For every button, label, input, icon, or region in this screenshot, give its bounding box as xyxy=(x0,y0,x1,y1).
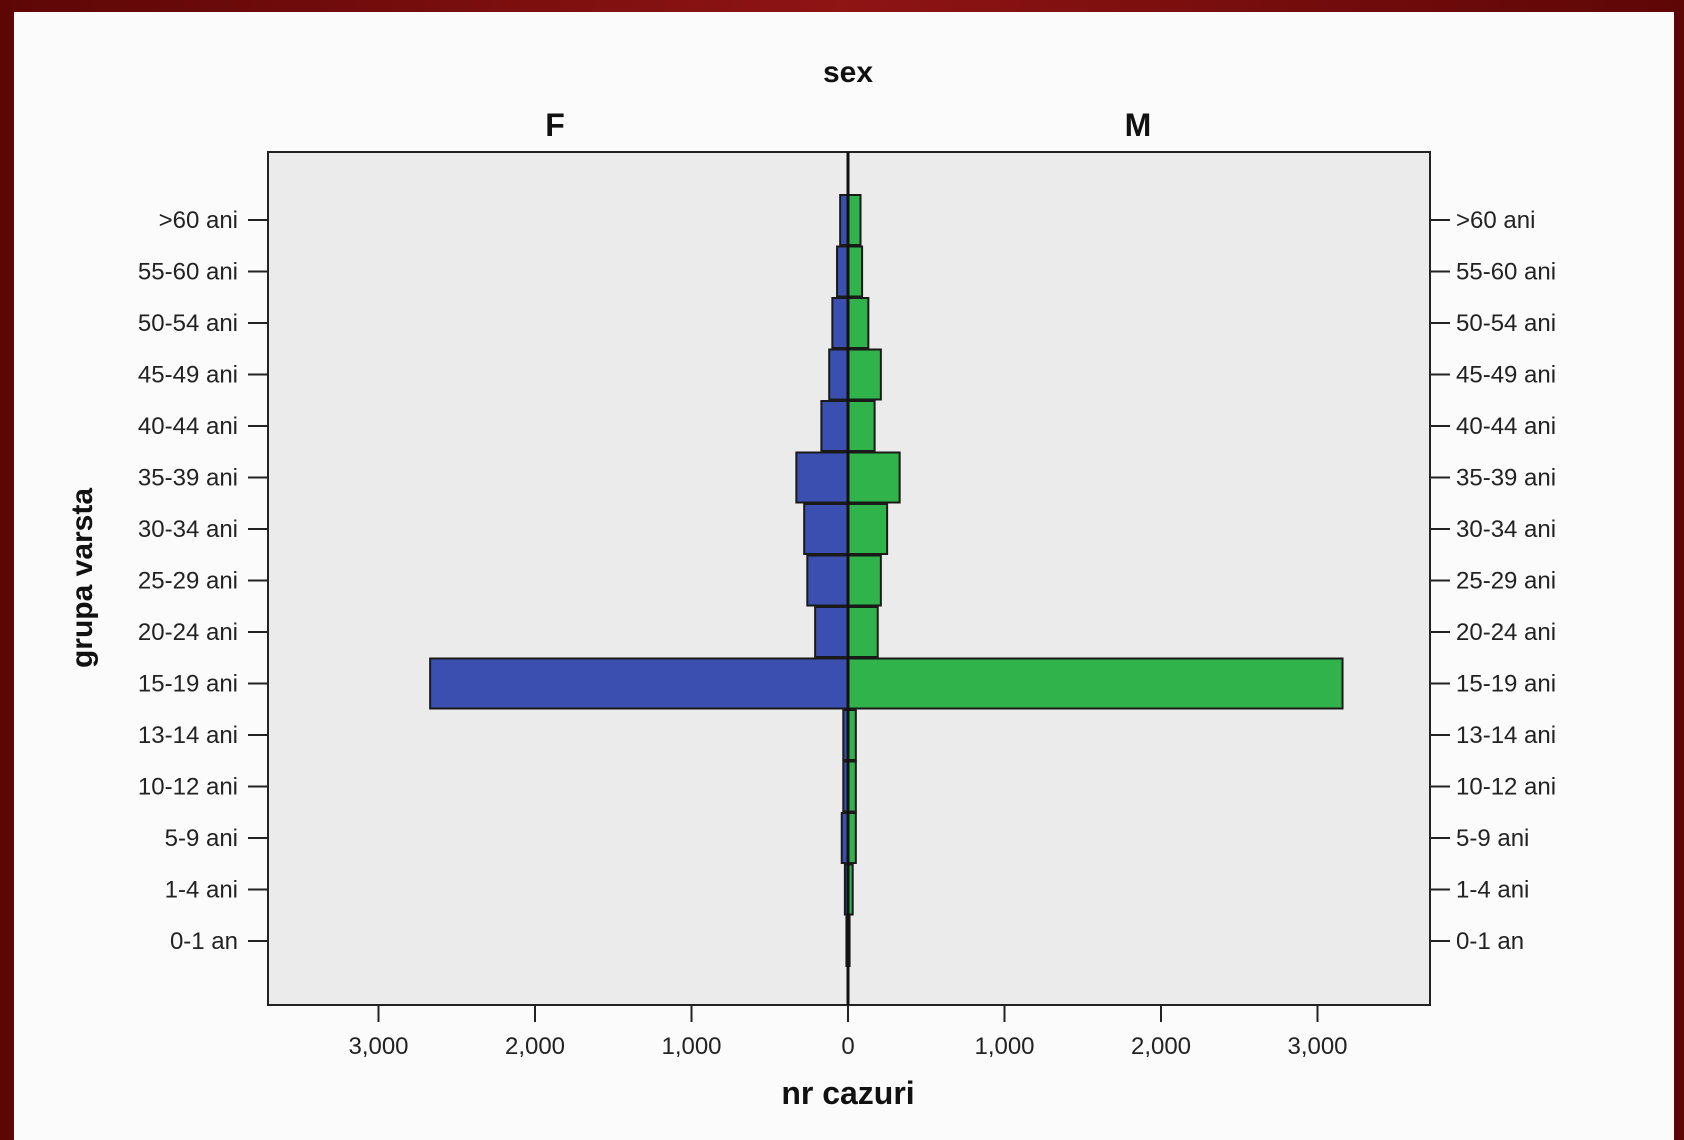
bar-f-50-54-ani xyxy=(831,297,849,349)
bar-m-15-19-ani xyxy=(847,657,1344,710)
bar-f-20-24-ani xyxy=(814,606,850,658)
y-tick-label-right-15-19-ani: 15-19 ani xyxy=(1456,671,1556,698)
y-tick-label-left-30-34-ani: 30-34 ani xyxy=(138,516,238,543)
x-tick-label-3: 0 xyxy=(841,1033,854,1060)
bar-m-30-34-ani xyxy=(847,503,889,555)
panel-label-f: F xyxy=(545,107,565,143)
y-tick-label-right-60-ani: >60 ani xyxy=(1456,207,1535,234)
y-tick-label-left-10-12-ani: 10-12 ani xyxy=(138,774,238,801)
bar-m-60-ani xyxy=(847,194,862,246)
x-tick-label-4: 1,000 xyxy=(974,1033,1034,1060)
bar-f-15-19-ani xyxy=(429,657,849,710)
y-tick-label-right-20-24-ani: 20-24 ani xyxy=(1456,619,1556,646)
y-tick-label-left-13-14-ani: 13-14 ani xyxy=(138,722,238,749)
y-tick-label-left-1-4-ani: 1-4 ani xyxy=(165,877,238,904)
y-tick-label-right-0-1-an: 0-1 an xyxy=(1456,928,1524,955)
panel-label-m: M xyxy=(1125,107,1152,143)
bar-f-45-49-ani xyxy=(828,348,849,401)
bar-f-40-44-ani xyxy=(820,400,850,452)
y-tick-label-left-35-39-ani: 35-39 ani xyxy=(138,465,238,492)
y-tick-label-left-15-19-ani: 15-19 ani xyxy=(138,671,238,698)
y-tick-label-right-25-29-ani: 25-29 ani xyxy=(1456,568,1556,595)
y-tick-label-right-5-9-ani: 5-9 ani xyxy=(1456,825,1529,852)
chart-title: sex xyxy=(823,56,873,89)
x-tick-label-6: 3,000 xyxy=(1287,1033,1347,1060)
y-tick-label-left-5-9-ani: 5-9 ani xyxy=(165,825,238,852)
bar-m-20-24-ani xyxy=(847,606,879,658)
bar-f-35-39-ani xyxy=(795,451,849,504)
y-tick-label-right-50-54-ani: 50-54 ani xyxy=(1456,310,1556,337)
y-tick-label-right-40-44-ani: 40-44 ani xyxy=(1456,413,1556,440)
bar-f-25-29-ani xyxy=(806,554,849,607)
bar-m-45-49-ani xyxy=(847,348,882,401)
y-tick-label-right-1-4-ani: 1-4 ani xyxy=(1456,877,1529,904)
y-tick-label-right-30-34-ani: 30-34 ani xyxy=(1456,516,1556,543)
bar-m-50-54-ani xyxy=(847,297,870,349)
bar-m-25-29-ani xyxy=(847,554,882,607)
y-tick-label-right-10-12-ani: 10-12 ani xyxy=(1456,774,1556,801)
bar-m-35-39-ani xyxy=(847,451,901,504)
y-tick-label-left-50-54-ani: 50-54 ani xyxy=(138,310,238,337)
y-tick-label-right-45-49-ani: 45-49 ani xyxy=(1456,362,1556,389)
bar-f-55-60-ani xyxy=(836,245,849,298)
x-tick-label-2: 1,000 xyxy=(661,1033,721,1060)
y-axis-label: grupa varsta xyxy=(66,488,99,668)
y-tick-label-left-20-24-ani: 20-24 ani xyxy=(138,619,238,646)
bar-m-55-60-ani xyxy=(847,245,864,298)
bar-f-30-34-ani xyxy=(803,503,849,555)
y-tick-label-left-55-60-ani: 55-60 ani xyxy=(138,259,238,286)
x-tick-label-1: 2,000 xyxy=(505,1033,565,1060)
y-tick-label-left-0-1-an: 0-1 an xyxy=(170,928,238,955)
y-tick-label-right-35-39-ani: 35-39 ani xyxy=(1456,465,1556,492)
y-tick-label-right-55-60-ani: 55-60 ani xyxy=(1456,259,1556,286)
x-tick-label-5: 2,000 xyxy=(1131,1033,1191,1060)
y-tick-label-right-13-14-ani: 13-14 ani xyxy=(1456,722,1556,749)
y-tick-label-left-40-44-ani: 40-44 ani xyxy=(138,413,238,440)
y-tick-label-left-45-49-ani: 45-49 ani xyxy=(138,362,238,389)
x-axis-label: nr cazuri xyxy=(781,1075,914,1111)
y-tick-label-left-60-ani: >60 ani xyxy=(159,207,238,234)
x-tick-label-0: 3,000 xyxy=(348,1033,408,1060)
y-tick-label-left-25-29-ani: 25-29 ani xyxy=(138,568,238,595)
bar-m-40-44-ani xyxy=(847,400,876,452)
